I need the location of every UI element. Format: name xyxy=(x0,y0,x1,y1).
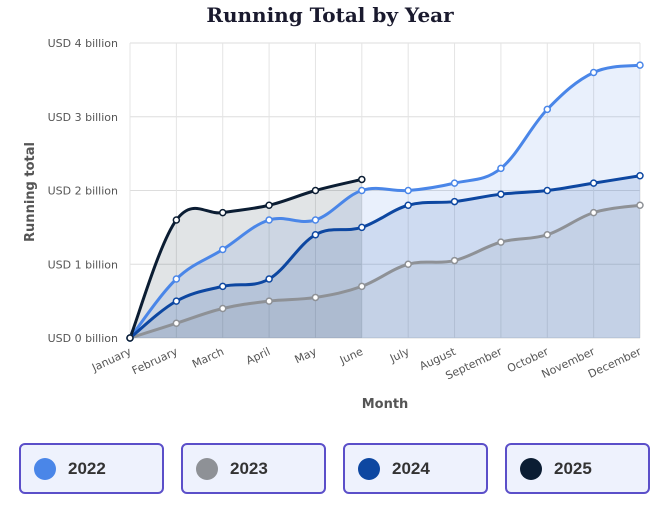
point xyxy=(311,293,320,302)
legend-swatch xyxy=(196,457,218,480)
point xyxy=(497,164,505,173)
x-tick-label: June xyxy=(337,345,365,367)
line xyxy=(129,203,641,340)
y-tick-label: USD 1 billion xyxy=(48,258,118,271)
point xyxy=(358,175,366,184)
x-tick-label: July xyxy=(387,345,412,366)
x-tick-label: March xyxy=(190,345,226,371)
x-tick-label: December xyxy=(586,345,644,381)
point xyxy=(404,260,412,268)
legend-label: 2025 xyxy=(554,458,592,478)
points xyxy=(126,61,644,342)
point xyxy=(543,231,552,239)
point xyxy=(265,216,273,224)
area xyxy=(130,175,640,338)
point xyxy=(636,172,644,180)
point xyxy=(450,197,459,206)
legend-swatch xyxy=(520,457,542,480)
point xyxy=(126,334,134,342)
point xyxy=(218,304,227,313)
point xyxy=(497,190,505,198)
point xyxy=(543,105,552,114)
point xyxy=(589,208,598,217)
point xyxy=(311,216,320,224)
point xyxy=(265,297,273,305)
areas xyxy=(130,65,640,338)
point xyxy=(636,201,644,209)
x-tick-label: May xyxy=(293,345,320,367)
legend-item[interactable]: 2025 xyxy=(505,443,650,494)
area xyxy=(130,65,640,338)
point xyxy=(450,179,459,187)
x-tick-label: February xyxy=(130,345,180,378)
y-axis-label: Running total xyxy=(23,142,38,242)
point xyxy=(636,61,644,69)
legend-label: 2023 xyxy=(230,458,268,478)
point xyxy=(404,201,412,209)
x-tick-label: April xyxy=(244,345,272,367)
point xyxy=(589,179,598,187)
point xyxy=(311,186,320,195)
point xyxy=(172,275,181,283)
point xyxy=(404,186,412,195)
x-axis-label: Month xyxy=(362,397,409,412)
point xyxy=(172,319,181,327)
point xyxy=(589,68,598,77)
x-tick-label: January xyxy=(89,345,134,375)
point xyxy=(218,282,227,291)
point xyxy=(358,282,366,291)
point xyxy=(450,256,459,265)
area xyxy=(130,179,362,338)
y-tick-label: USD 4 billion xyxy=(48,37,118,50)
legend-item[interactable]: 2022 xyxy=(19,443,164,494)
point xyxy=(497,238,505,246)
point xyxy=(172,216,181,224)
legend-label: 2022 xyxy=(68,458,106,478)
point xyxy=(265,275,273,283)
point xyxy=(311,231,320,239)
point xyxy=(218,208,227,217)
area xyxy=(130,205,640,338)
point xyxy=(218,245,227,254)
chart-title: Running Total by Year xyxy=(206,3,454,27)
point xyxy=(358,223,366,232)
legend-label: 2024 xyxy=(392,458,430,478)
y-tick-label: USD 3 billion xyxy=(48,111,118,124)
y-tick-label: USD 0 billion xyxy=(48,332,118,345)
legend-item[interactable]: 2024 xyxy=(343,443,488,494)
point xyxy=(543,186,552,195)
y-tick-label: USD 2 billion xyxy=(48,185,118,198)
legend-item[interactable]: 2023 xyxy=(181,443,326,494)
chart: Running Total by Year Month Running tota… xyxy=(23,3,644,412)
legend-swatch xyxy=(358,457,380,480)
legend-swatch xyxy=(34,457,56,480)
point xyxy=(358,186,366,195)
point xyxy=(172,297,181,305)
point xyxy=(265,201,273,209)
